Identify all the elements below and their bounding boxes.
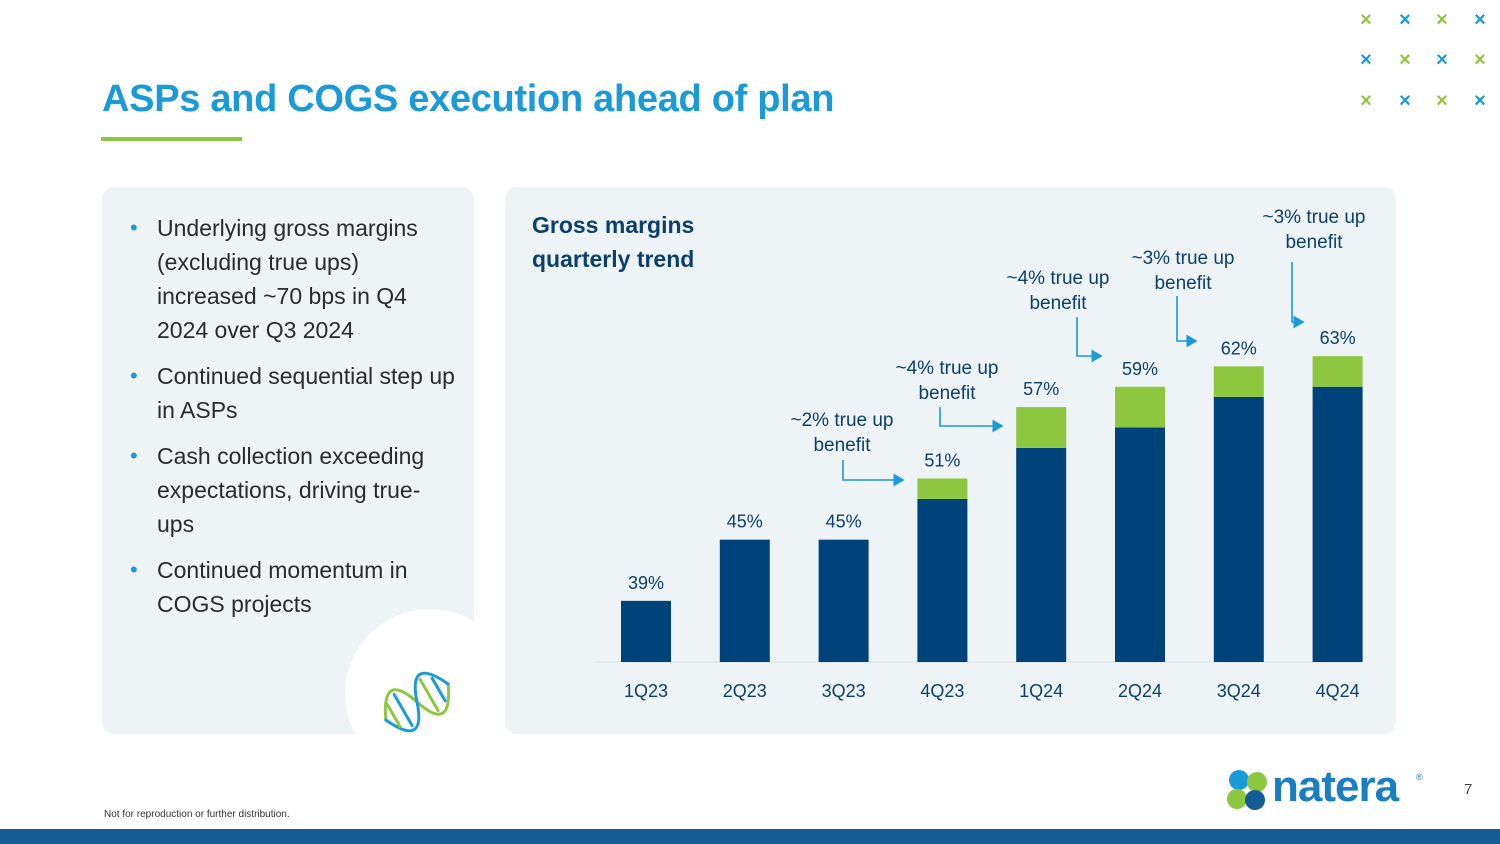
x-mark-icon: × bbox=[1360, 49, 1372, 71]
bar-underlying-3Q24 bbox=[1213, 396, 1264, 662]
data-label-3Q24: 62% bbox=[1221, 338, 1257, 358]
tick-label-3Q24: 3Q24 bbox=[1217, 681, 1261, 701]
bar-underlying-4Q23 bbox=[917, 498, 968, 662]
bullet-text: Continued sequential step up in ASPs bbox=[157, 363, 455, 423]
bullet-dot-icon: • bbox=[130, 443, 138, 468]
x-mark-icon: × bbox=[1399, 49, 1411, 71]
x-mark-icon: × bbox=[1360, 90, 1372, 112]
x-mark-icon: × bbox=[1399, 9, 1411, 31]
bar-true-up-4Q24 bbox=[1312, 356, 1363, 387]
data-label-4Q23: 51% bbox=[924, 451, 960, 471]
x-mark-icon: × bbox=[1474, 49, 1486, 71]
x-mark-icon: × bbox=[1474, 90, 1486, 112]
logo-text: natera bbox=[1272, 762, 1399, 811]
data-label-2Q23: 45% bbox=[727, 512, 763, 532]
dna-badge bbox=[345, 609, 474, 734]
footer-disclaimer: Not for reproduction or further distribu… bbox=[104, 809, 290, 820]
dna-icon bbox=[383, 671, 451, 733]
slide-title: ASPs and COGS execution ahead of plan bbox=[102, 78, 835, 120]
annotation-arrow-3Q24 bbox=[1176, 296, 1198, 348]
annotation-subtext-4Q24: benefit bbox=[1285, 232, 1343, 253]
chart-title: Gross margins quarterly trend bbox=[532, 212, 695, 272]
bullet-dot-icon: • bbox=[130, 557, 138, 582]
bullet-item: • Cash collection exceeding expectations,… bbox=[102, 439, 457, 541]
bottom-bar bbox=[0, 829, 1500, 844]
x-mark-icon: × bbox=[1436, 90, 1448, 112]
natera-logo: natera ® bbox=[1226, 762, 1426, 812]
x-mark-icon: × bbox=[1474, 9, 1486, 31]
bar-true-up-3Q24 bbox=[1213, 366, 1264, 397]
data-label-4Q24: 63% bbox=[1320, 328, 1356, 348]
bar-underlying-1Q24 bbox=[1016, 447, 1067, 662]
annotation-text-4Q24: ~3% true up bbox=[1263, 207, 1366, 228]
data-label-3Q23: 45% bbox=[826, 512, 862, 532]
bar-true-up-2Q24 bbox=[1115, 386, 1165, 428]
bar-underlying-4Q24 bbox=[1312, 386, 1363, 662]
data-label-1Q23: 39% bbox=[628, 573, 664, 593]
x-mark-icon: × bbox=[1360, 9, 1372, 31]
bar-underlying-1Q23 bbox=[621, 600, 671, 662]
tick-label-3Q23: 3Q23 bbox=[822, 681, 866, 701]
bar-underlying-3Q23 bbox=[818, 539, 869, 662]
bullet-list: • Underlying gross margins (excluding tru… bbox=[102, 211, 457, 633]
bar-underlying-2Q24 bbox=[1115, 427, 1165, 662]
annotation-subtext-4Q23: benefit bbox=[813, 435, 871, 456]
annotation-text-2Q24: ~4% true up bbox=[1007, 268, 1110, 289]
bullet-text: Cash collection exceeding expectations, … bbox=[157, 443, 425, 537]
logo-mark-icon bbox=[1227, 770, 1267, 810]
tick-label-4Q23: 4Q23 bbox=[920, 681, 964, 701]
tick-label-1Q24: 1Q24 bbox=[1019, 681, 1063, 701]
x-mark-icon: × bbox=[1436, 49, 1448, 71]
x-pattern-decoration: × × × × × × × × × × × × bbox=[1350, 0, 1500, 120]
annotation-text-3Q24: ~3% true up bbox=[1132, 248, 1235, 269]
page-number: 7 bbox=[1464, 781, 1473, 798]
bar-true-up-1Q24 bbox=[1016, 407, 1067, 448]
bullet-text: Continued momentum in COGS projects bbox=[157, 557, 408, 617]
tick-label-2Q23: 2Q23 bbox=[723, 681, 767, 701]
bullet-text: Underlying gross margins (excluding true… bbox=[157, 215, 418, 343]
bullet-item: • Underlying gross margins (excluding tru… bbox=[102, 211, 457, 347]
annotation-arrow-1Q24 bbox=[939, 407, 1004, 433]
bullet-item: • Continued sequential step up in ASPs bbox=[102, 359, 457, 427]
annotation-arrow-2Q24 bbox=[1076, 317, 1103, 363]
x-mark-icon: × bbox=[1436, 9, 1448, 31]
annotation-subtext-2Q24: benefit bbox=[1029, 293, 1087, 314]
registered-mark: ® bbox=[1416, 772, 1423, 782]
bullet-dot-icon: • bbox=[130, 215, 138, 240]
bullet-item: • Continued momentum in COGS projects bbox=[102, 553, 457, 621]
bar-underlying-2Q23 bbox=[719, 539, 770, 662]
tick-label-4Q24: 4Q24 bbox=[1316, 681, 1360, 701]
data-label-1Q24: 57% bbox=[1023, 379, 1059, 399]
annotation-arrow-4Q23 bbox=[842, 460, 905, 487]
x-mark-icon: × bbox=[1399, 90, 1411, 112]
annotation-text-1Q24: ~4% true up bbox=[896, 358, 999, 379]
bullets-panel: • Underlying gross margins (excluding tru… bbox=[102, 187, 474, 734]
tick-label-1Q23: 1Q23 bbox=[624, 681, 668, 701]
annotation-arrow-4Q24 bbox=[1291, 262, 1305, 329]
tick-label-2Q24: 2Q24 bbox=[1118, 681, 1162, 701]
data-label-2Q24: 59% bbox=[1122, 359, 1158, 379]
annotation-text-4Q23: ~2% true up bbox=[791, 410, 894, 431]
bar-true-up-4Q23 bbox=[917, 478, 968, 499]
bullet-dot-icon: • bbox=[130, 363, 138, 388]
title-underline bbox=[101, 137, 242, 141]
annotation-subtext-3Q24: benefit bbox=[1154, 273, 1212, 294]
annotation-subtext-1Q24: benefit bbox=[918, 383, 976, 404]
